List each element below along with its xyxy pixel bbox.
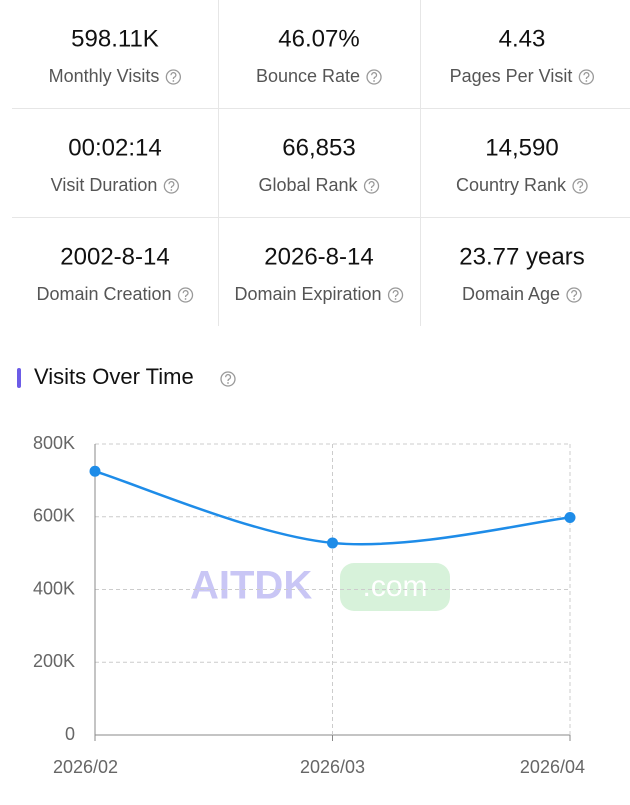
stat-value: 2026-8-14 <box>264 243 373 270</box>
y-tick-label: 200K <box>33 651 75 671</box>
help-dot <box>579 189 581 191</box>
x-tick-label: 2026/03 <box>300 757 365 777</box>
help-glyph <box>571 289 578 298</box>
stat-value: 4.43 <box>499 25 546 52</box>
stat-label: Pages Per Visit <box>450 66 573 86</box>
stat-value: 46.07% <box>278 25 359 52</box>
y-tick-label: 600K <box>33 506 75 526</box>
x-tick-label: 2026/02 <box>53 757 118 777</box>
watermark-pill <box>340 563 450 611</box>
watermark-suffix: .com <box>362 570 427 603</box>
help-glyph <box>392 289 399 298</box>
help-glyph <box>182 289 189 298</box>
help-glyph <box>170 71 177 80</box>
help-dot <box>170 189 173 191</box>
stat-value: 23.77 years <box>459 243 584 270</box>
stat-value: 66,853 <box>282 134 355 161</box>
stat-label: Domain Age <box>462 284 560 304</box>
y-tick-label: 800K <box>33 433 75 453</box>
help-icon <box>163 178 180 194</box>
point <box>327 537 338 549</box>
help-glyph <box>577 180 584 189</box>
help-glyph <box>168 180 175 189</box>
stat-value: 14,590 <box>485 134 558 161</box>
help-glyph <box>368 180 375 189</box>
stat-label: Global Rank <box>258 175 358 195</box>
help-glyph <box>225 373 232 382</box>
help-icon <box>165 69 182 85</box>
y-tick-label: 0 <box>65 724 75 744</box>
stat-value: 00:02:14 <box>68 134 161 161</box>
help-icon <box>566 287 582 303</box>
help-icon <box>366 69 382 85</box>
help-glyph <box>583 71 590 80</box>
stat-label: Domain Creation <box>36 284 171 304</box>
y-tick-label: 400K <box>33 578 75 598</box>
help-icon <box>572 178 588 194</box>
help-icon <box>578 69 595 85</box>
help-dot <box>573 298 575 300</box>
help-circle <box>177 287 194 303</box>
help-dot <box>172 80 175 82</box>
help-dot <box>184 298 187 300</box>
help-icon <box>220 371 236 387</box>
help-dot <box>585 80 588 82</box>
help-circle <box>363 178 380 194</box>
help-circle <box>220 371 236 387</box>
help-icon <box>177 287 194 303</box>
stat-value: 2002-8-14 <box>60 243 169 270</box>
help-circle <box>387 287 404 303</box>
chart-title: Visits Over Time <box>34 364 194 389</box>
help-dot <box>373 80 375 82</box>
point <box>89 465 101 477</box>
stat-label: Visit Duration <box>51 175 158 195</box>
title-accent <box>17 368 21 388</box>
stat-label: Country Rank <box>456 175 567 195</box>
stat-label: Monthly Visits <box>49 66 160 86</box>
help-circle <box>572 178 588 194</box>
point <box>564 511 576 523</box>
stat-value: 598.11K <box>71 25 159 52</box>
help-circle <box>165 69 182 85</box>
help-circle <box>566 287 582 303</box>
help-icon <box>387 287 404 303</box>
watermark-brand: AITDK <box>190 564 312 608</box>
help-icon <box>363 178 380 194</box>
watermark: AITDK .com <box>190 563 450 611</box>
stat-label: Domain Expiration <box>234 284 381 304</box>
stat-label: Bounce Rate <box>256 66 360 86</box>
help-dot <box>394 298 397 300</box>
help-circle <box>163 178 180 194</box>
help-dot <box>370 189 373 191</box>
help-circle <box>366 69 382 85</box>
help-circle <box>578 69 595 85</box>
x-tick-label: 2026/04 <box>520 757 585 777</box>
help-glyph <box>371 71 378 80</box>
help-dot <box>227 382 229 384</box>
